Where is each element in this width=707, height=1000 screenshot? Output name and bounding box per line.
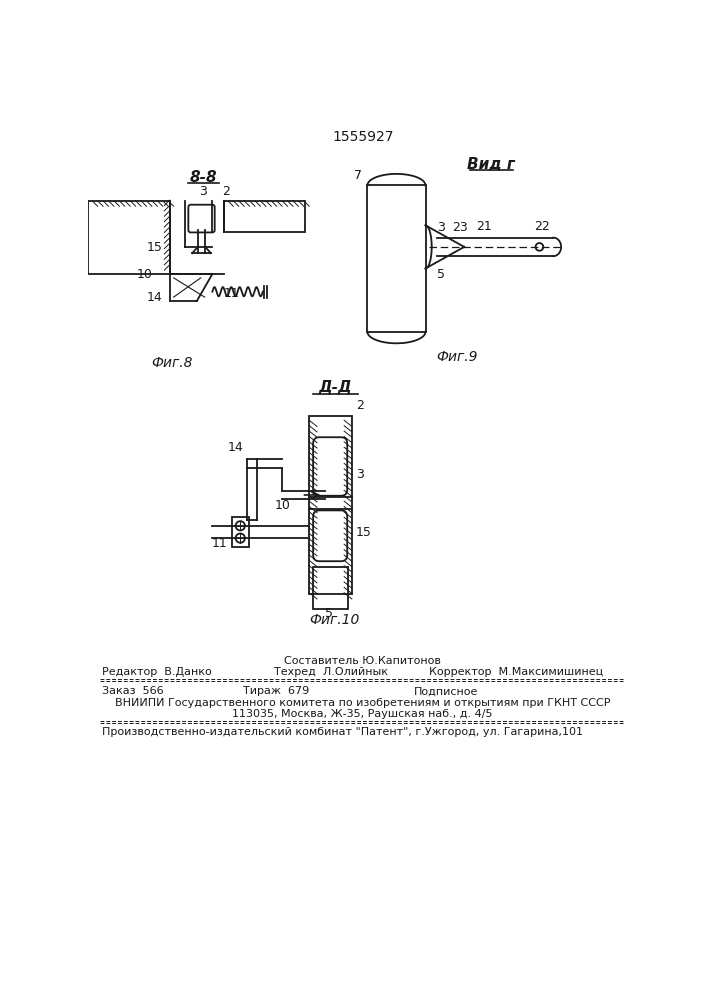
Text: Производственно-издательский комбинат "Патент", г.Ужгород, ул. Гагарина,101: Производственно-издательский комбинат "П…	[103, 727, 583, 737]
Text: 21: 21	[476, 220, 491, 233]
Text: 5: 5	[325, 607, 332, 620]
Text: Редактор  В.Данко: Редактор В.Данко	[103, 667, 212, 677]
FancyBboxPatch shape	[313, 437, 347, 496]
Text: 11: 11	[224, 287, 240, 300]
Text: 5: 5	[437, 268, 445, 281]
Text: Фиг.8: Фиг.8	[151, 356, 193, 370]
Text: 14: 14	[228, 441, 243, 454]
Text: 11: 11	[212, 537, 228, 550]
Text: Корректор  М.Максимишинец: Корректор М.Максимишинец	[429, 667, 604, 677]
Bar	[232, 517, 249, 547]
Text: 10: 10	[136, 268, 152, 281]
Text: Фиг.9: Фиг.9	[436, 350, 477, 364]
Bar	[313, 567, 348, 609]
FancyBboxPatch shape	[313, 510, 347, 561]
Text: Составитель Ю.Капитонов: Составитель Ю.Капитонов	[284, 656, 441, 666]
Text: Техред  Л.Олийнык: Техред Л.Олийнык	[274, 667, 388, 677]
Text: 15: 15	[146, 241, 162, 254]
Text: 3: 3	[356, 468, 363, 481]
Text: 15: 15	[356, 526, 372, 539]
Text: 2: 2	[356, 399, 363, 412]
Text: 22: 22	[534, 220, 549, 233]
Text: 14: 14	[146, 291, 162, 304]
Text: 2: 2	[223, 185, 230, 198]
Text: 1555927: 1555927	[332, 130, 394, 144]
Bar	[224, 201, 305, 232]
Text: 23: 23	[452, 221, 468, 234]
Text: 8-8: 8-8	[189, 170, 217, 185]
Text: ВНИИПИ Государственного комитета по изобретениям и открытиям при ГКНТ СССР: ВНИИПИ Государственного комитета по изоб…	[115, 698, 610, 708]
Text: 3: 3	[199, 185, 207, 198]
Text: 3: 3	[437, 221, 445, 234]
Text: Заказ  566: Заказ 566	[103, 686, 164, 696]
Text: Тираж  679: Тираж 679	[243, 686, 310, 696]
Text: Д-Д: Д-Д	[318, 380, 351, 395]
Bar	[88, 201, 170, 274]
Text: Вид г: Вид г	[467, 157, 515, 172]
Text: 10: 10	[274, 499, 290, 512]
Text: 113035, Москва, Ж-35, Раушская наб., д. 4/5: 113035, Москва, Ж-35, Раушская наб., д. …	[233, 709, 493, 719]
Text: Подписное: Подписное	[414, 686, 478, 696]
Text: Фиг.10: Фиг.10	[310, 613, 360, 628]
Bar	[309, 416, 352, 594]
Text: 7: 7	[354, 169, 362, 182]
